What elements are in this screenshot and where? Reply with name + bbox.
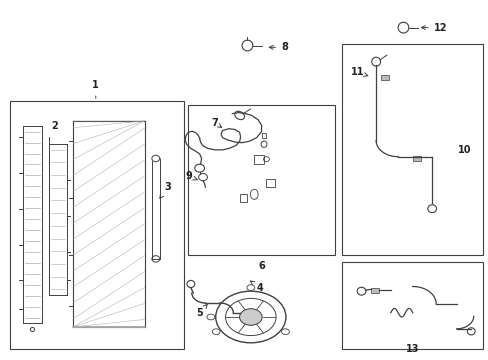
Text: 8: 8 <box>269 42 287 52</box>
Text: 4: 4 <box>250 281 263 293</box>
Text: 12: 12 <box>421 23 447 33</box>
Text: 3: 3 <box>160 182 170 198</box>
Bar <box>370 288 378 293</box>
Text: 13: 13 <box>405 344 419 354</box>
Circle shape <box>239 309 262 325</box>
Text: 5: 5 <box>196 304 207 318</box>
Bar <box>341 44 483 255</box>
Bar <box>254 155 264 164</box>
Bar <box>261 134 266 138</box>
Ellipse shape <box>246 285 254 291</box>
Text: 11: 11 <box>350 67 367 77</box>
Bar <box>10 101 183 348</box>
Text: 6: 6 <box>258 261 264 271</box>
Bar <box>380 75 388 80</box>
Bar <box>341 262 483 348</box>
Ellipse shape <box>206 314 214 320</box>
Ellipse shape <box>212 329 220 334</box>
Bar <box>412 156 420 161</box>
Ellipse shape <box>281 329 289 334</box>
Text: 9: 9 <box>185 171 197 181</box>
Bar <box>188 105 334 255</box>
Bar <box>266 179 275 187</box>
Bar <box>239 194 246 202</box>
Text: 7: 7 <box>210 118 221 128</box>
Ellipse shape <box>152 155 159 162</box>
Text: 10: 10 <box>457 144 470 154</box>
Text: 2: 2 <box>51 121 58 131</box>
Text: 1: 1 <box>92 80 99 98</box>
